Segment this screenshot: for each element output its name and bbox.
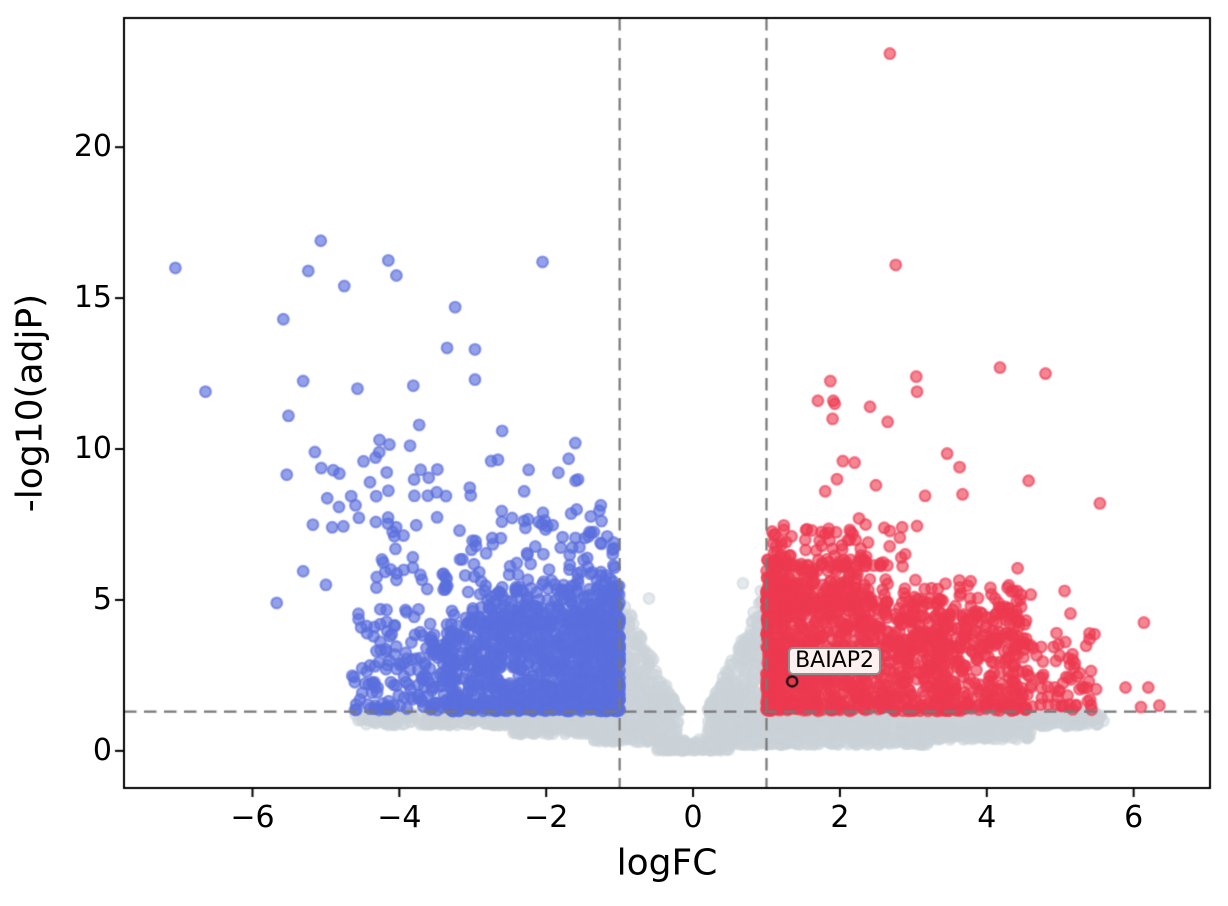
gene-annotation-label: BAIAP2 [788, 647, 882, 676]
y-tick-label: 20 [73, 129, 112, 165]
y-tick-label: 5 [92, 581, 112, 617]
x-axis-label: logFC [616, 842, 718, 884]
y-tick-label: 0 [92, 732, 112, 768]
y-tick-label: 15 [73, 280, 112, 316]
x-tick-label: −4 [377, 800, 422, 835]
x-tick-label: −2 [524, 800, 569, 835]
x-tick-label: 6 [1124, 800, 1144, 835]
x-tick-label: 2 [830, 800, 850, 835]
y-tick-label: 10 [73, 431, 112, 467]
x-tick-label: 0 [683, 800, 703, 835]
x-tick-label: 4 [977, 800, 997, 835]
y-axis-label: -log10(adjP) [9, 293, 51, 513]
x-tick-label: −6 [230, 800, 275, 835]
